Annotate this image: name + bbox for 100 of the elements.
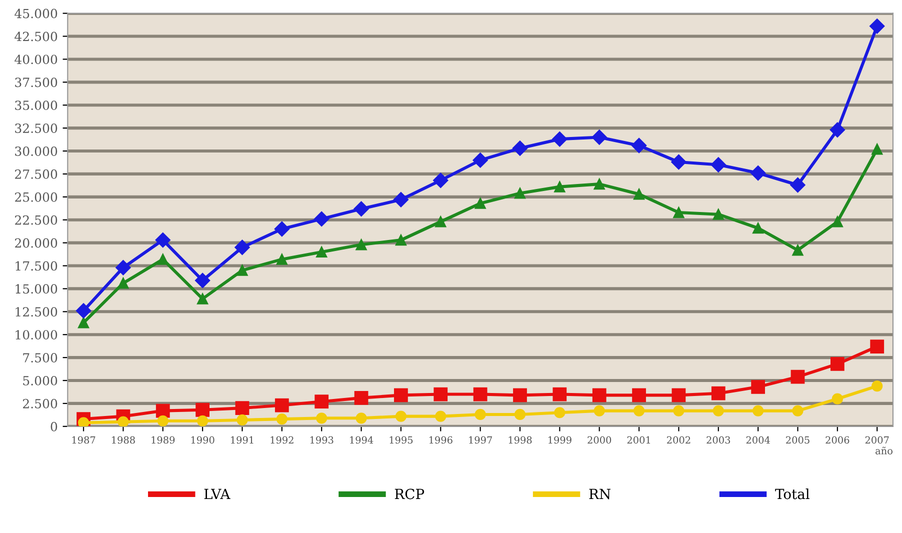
point (592, 130, 607, 145)
x-tick-label: 1994 (350, 436, 374, 444)
point (274, 221, 290, 237)
point (514, 408, 526, 420)
point (118, 416, 129, 426)
y-tick-label: 45.000 (14, 8, 58, 18)
point (194, 272, 210, 288)
point (870, 18, 885, 34)
point (712, 208, 724, 220)
point (633, 405, 645, 416)
x-tick-label: 1995 (390, 436, 413, 444)
x-tick-label: 1991 (231, 436, 254, 444)
point (157, 254, 168, 265)
x-tick-label: 1999 (548, 436, 572, 444)
point (750, 165, 766, 181)
point (234, 240, 250, 255)
point (830, 122, 845, 138)
y-tick-label: 20.000 (15, 238, 58, 248)
point (594, 405, 605, 416)
point (394, 388, 408, 402)
x-tick-label: 2003 (706, 436, 730, 444)
y-tick-label: 25.000 (15, 192, 58, 202)
y-tick-label: 40.000 (14, 54, 58, 64)
point (832, 393, 843, 404)
point (592, 388, 606, 402)
point (316, 246, 328, 258)
y-tick-label: 30.000 (15, 146, 58, 156)
point (236, 414, 248, 426)
y-tick-label: 17.500 (16, 261, 58, 271)
point (356, 239, 367, 250)
point (354, 391, 368, 405)
y-tick-label: 10.000 (16, 330, 58, 340)
point (156, 404, 170, 418)
point (236, 264, 248, 276)
x-tick-label: 1989 (152, 436, 175, 444)
x-tick-label: 1996 (429, 436, 452, 444)
point (830, 357, 844, 371)
legend-label: RCP (394, 488, 424, 500)
y-tick-label: 27.500 (15, 169, 58, 179)
point (554, 181, 566, 192)
x-tick-label: 2007 (865, 436, 889, 444)
legend-label: RN (589, 488, 610, 500)
y-tick-label: 32.500 (15, 124, 58, 133)
x-tick-label: 2000 (588, 436, 612, 444)
x-tick-label: 2004 (746, 436, 770, 444)
point (633, 188, 645, 200)
y-tick-label: 12.500 (16, 307, 58, 317)
point (118, 278, 129, 289)
y-tick-label: 42.500 (14, 32, 58, 42)
point (78, 417, 90, 426)
point (671, 154, 686, 170)
point (474, 408, 486, 420)
y-tick-label: 37.500 (15, 78, 58, 88)
point (792, 405, 804, 416)
x-tick-label: 1997 (469, 436, 492, 444)
point (197, 415, 208, 426)
point (316, 412, 328, 424)
y-tick-label: 15.000 (16, 284, 58, 294)
point (512, 140, 528, 156)
point (354, 201, 369, 216)
point (433, 172, 448, 188)
y-tick-label: 35.000 (15, 100, 58, 110)
point (673, 206, 684, 218)
point (872, 144, 883, 155)
point (513, 388, 527, 402)
legend-label: Total (775, 488, 810, 500)
point (276, 414, 288, 425)
point (751, 380, 766, 394)
point (554, 407, 566, 418)
point (395, 234, 407, 246)
point (631, 138, 647, 154)
point (790, 177, 806, 193)
point (314, 394, 329, 409)
x-tick-label: 2002 (667, 436, 690, 444)
point (552, 132, 568, 147)
x-tick-label: 1993 (310, 436, 334, 444)
point (157, 415, 168, 426)
point (870, 340, 884, 354)
point (395, 410, 407, 422)
point (552, 387, 567, 402)
x-axis-title: año (876, 446, 892, 454)
point (752, 405, 764, 416)
x-tick-label: 1990 (191, 436, 214, 444)
point (672, 388, 686, 402)
x-tick-label: 2005 (786, 436, 810, 444)
point (356, 412, 367, 424)
point (632, 388, 646, 402)
point (116, 260, 131, 276)
point (276, 254, 288, 265)
point (474, 198, 486, 209)
point (196, 402, 210, 417)
point (435, 216, 446, 228)
point (711, 386, 726, 400)
point (197, 293, 208, 304)
point (76, 303, 92, 318)
point (712, 405, 724, 416)
y-tick-label: 2.500 (22, 398, 58, 408)
y-tick-label: 7.500 (23, 353, 58, 362)
y-tick-label: 5.000 (23, 376, 58, 386)
point (872, 380, 883, 392)
